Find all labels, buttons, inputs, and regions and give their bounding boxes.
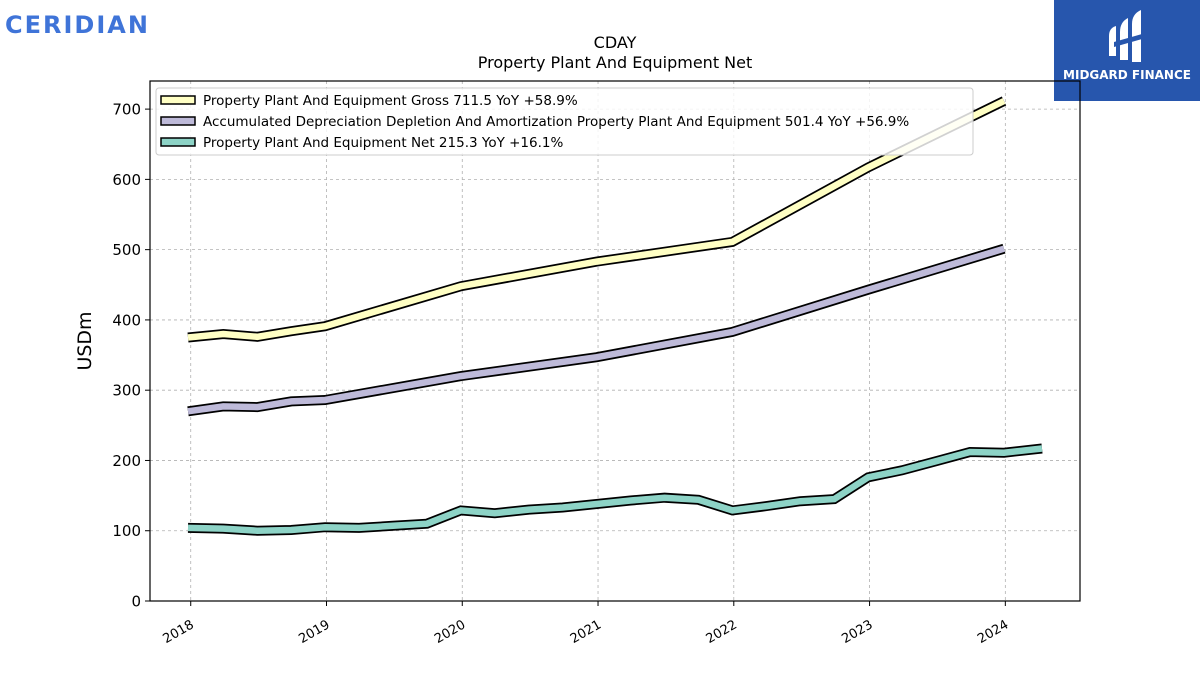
x-tick-label: 2024 [975,617,1011,647]
series-line-net [187,445,1043,534]
x-tick-label: 2018 [161,617,197,647]
y-tick-label: 700 [112,101,141,119]
legend-swatch-gross [160,95,196,105]
plot-frame [149,80,1081,602]
chart-title: CDAY [594,33,637,52]
legend-label-gross: Property Plant And Equipment Gross 711.5… [203,93,578,109]
series-lines [187,96,1043,536]
legend-box [155,87,974,156]
y-tick-label: 400 [112,311,141,329]
legend-label-net: Property Plant And Equipment Net 215.3 Y… [203,135,563,151]
x-axis: 2018 2019 2020 2021 2022 2023 2024 [161,601,1011,647]
legend-swatch-accum [160,116,196,126]
x-tick-label: 2021 [568,617,604,647]
midgard-mark-icon [1109,10,1142,62]
series-line-gross [187,98,1006,341]
x-tick-label: 2023 [839,617,875,647]
series-line-accum [187,245,1005,415]
y-axis: 0 100 200 300 400 500 600 700 [112,101,150,611]
x-tick-label: 2022 [704,617,740,647]
midgard-finance-logo-text: MIDGARD FINANCE [1063,68,1191,82]
y-tick-label: 300 [112,382,141,400]
y-axis-label: USDm [74,311,96,370]
grid-lines [150,81,1080,602]
x-tick-label: 2019 [296,617,332,647]
chart-subtitle: Property Plant And Equipment Net [478,53,753,72]
y-tick-label: 0 [131,593,141,611]
y-tick-label: 600 [112,171,141,189]
chart-legend: Property Plant And Equipment Gross 711.5… [155,87,974,156]
legend-swatch-net [160,137,196,147]
legend-label-accum: Accumulated Depreciation Depletion And A… [203,114,909,130]
ceridian-logo-text: CERIDIAN [5,11,150,39]
x-tick-label: 2020 [432,617,468,647]
y-tick-label: 200 [112,452,141,470]
y-tick-label: 500 [112,241,141,259]
y-tick-label: 100 [112,522,141,540]
midgard-finance-logo: MIDGARD FINANCE [1054,0,1200,101]
